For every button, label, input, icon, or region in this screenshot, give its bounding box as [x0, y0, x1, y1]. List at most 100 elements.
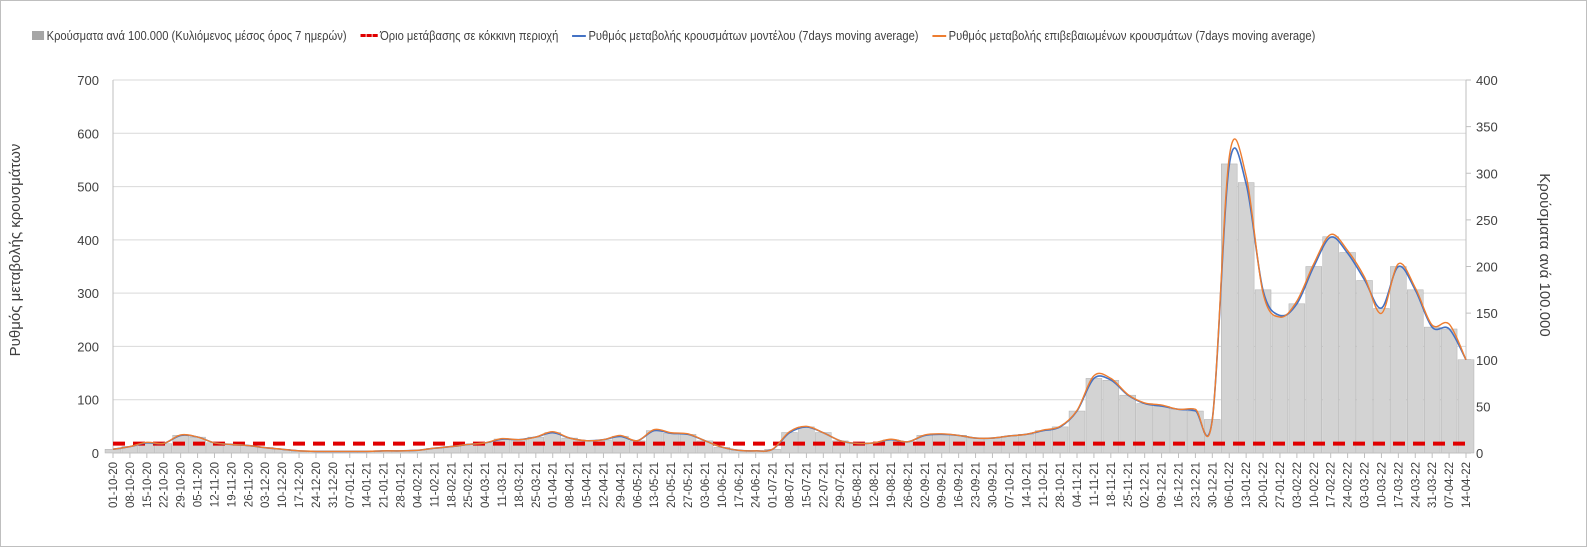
- y-left-tick-label: 600: [77, 126, 99, 141]
- x-tick-label: 03-06-21: [700, 462, 712, 508]
- x-tick-label: 04-11-21: [1072, 462, 1084, 507]
- x-tick-label: 29-04-21: [615, 462, 627, 508]
- x-tick-label: 21-01-21: [379, 462, 391, 508]
- x-tick-label: 14-04-22: [1461, 462, 1473, 508]
- y-left-tick-label: 500: [77, 180, 99, 195]
- legend-swatch-dash: [360, 34, 378, 37]
- x-tick-label: 05-08-21: [852, 462, 864, 508]
- bar: [1440, 328, 1458, 454]
- legend-item-confirmed: Ρυθμός μεταβολής επιβεβαιωμένων κρουσμάτ…: [932, 28, 1315, 43]
- bar: [1457, 359, 1475, 454]
- x-tick-label: 05-11-20: [193, 462, 205, 507]
- x-tick-label: 04-02-21: [412, 462, 424, 508]
- x-tick-label: 07-10-21: [1004, 462, 1016, 508]
- x-tick-label: 03-12-20: [260, 462, 272, 508]
- x-tick-label: 10-03-22: [1376, 462, 1388, 508]
- bar: [223, 444, 240, 454]
- x-tick-label: 12-08-21: [869, 462, 881, 508]
- bar: [1390, 266, 1407, 454]
- legend-label: Όριο μετάβασης σε κόκκινη περιοχή: [380, 28, 559, 43]
- x-tick-label: 24-03-22: [1410, 462, 1422, 508]
- x-tick-label: 24-12-20: [311, 462, 323, 508]
- x-tick-label: 09-12-21: [1157, 462, 1169, 508]
- y-right-tick-label: 150: [1476, 306, 1498, 321]
- x-tick-label: 07-01-21: [345, 462, 357, 508]
- x-tick-label: 21-10-21: [1038, 462, 1050, 508]
- x-tick-label: 25-03-21: [531, 462, 543, 508]
- x-tick-label: 16-12-21: [1173, 462, 1185, 508]
- x-tick-label: 06-01-22: [1224, 462, 1236, 508]
- bar: [1254, 289, 1272, 454]
- x-tick-label: 29-07-21: [835, 462, 847, 508]
- legend-item-model: Ρυθμός μεταβολής κρουσμάτων μοντέλου (7d…: [572, 28, 919, 43]
- x-tick-label: 14-01-21: [362, 462, 374, 508]
- y-left-tick-label: 200: [77, 339, 99, 354]
- bar: [1288, 303, 1306, 454]
- x-tick-label: 28-10-21: [1055, 462, 1067, 508]
- y-left-tick-label: 400: [77, 233, 99, 248]
- x-tick-label: 08-07-21: [785, 462, 797, 508]
- y-right-tick-label: 350: [1476, 120, 1498, 135]
- legend-item-cases: Κρούσματα ανά 100.000 (Κυλιόμενος μέσος …: [32, 28, 347, 43]
- x-tick-label: 17-12-20: [294, 462, 306, 508]
- bar: [798, 426, 815, 454]
- x-tick-label: 15-07-21: [801, 462, 813, 508]
- x-tick-label: 27-05-21: [683, 462, 695, 508]
- x-tick-label: 20-05-21: [666, 462, 678, 508]
- legend-label: Ρυθμός μεταβολής επιβεβαιωμένων κρουσμάτ…: [948, 28, 1316, 43]
- x-tick-label: 22-10-20: [159, 462, 171, 508]
- bar: [1237, 182, 1255, 454]
- x-tick-label: 14-10-21: [1021, 462, 1033, 508]
- bar: [104, 449, 122, 454]
- x-tick-label: 30-12-21: [1207, 462, 1219, 508]
- x-tick-label: 11-11-21: [1089, 462, 1101, 506]
- x-tick-label: 03-03-22: [1360, 462, 1372, 508]
- bar: [1407, 289, 1424, 454]
- x-tick-label: 30-09-21: [987, 462, 999, 508]
- legend-label: Ρυθμός μεταβολής κρουσμάτων μοντέλου (7d…: [588, 28, 919, 43]
- y-right-tick-label: 250: [1476, 213, 1498, 228]
- x-tick-label: 26-08-21: [903, 462, 915, 508]
- x-tick-label: 17-02-22: [1326, 462, 1338, 508]
- bar: [1339, 252, 1356, 454]
- x-tick-label: 07-04-22: [1444, 462, 1456, 508]
- x-tick-label: 10-06-21: [717, 462, 729, 508]
- x-tick-label: 18-11-21: [1106, 462, 1118, 507]
- x-tick-label: 18-02-21: [446, 462, 458, 508]
- bar: [1423, 326, 1441, 454]
- legend: Κρούσματα ανά 100.000 (Κυλιόμενος μέσος …: [32, 28, 1315, 43]
- x-tick-label: 08-04-21: [565, 462, 577, 508]
- confirmed-rate-line: [112, 138, 1467, 453]
- x-tick-label: 06-05-21: [632, 462, 644, 508]
- x-tick-label: 23-12-21: [1190, 462, 1202, 508]
- x-tick-label: 11-02-21: [429, 462, 441, 507]
- bar: [1153, 406, 1170, 454]
- legend-swatch-line: [932, 34, 947, 37]
- bar: [1322, 236, 1339, 454]
- bar: [1305, 266, 1322, 454]
- x-tick-label: 17-03-22: [1393, 462, 1405, 508]
- bar: [1271, 314, 1289, 454]
- x-tick-label: 25-11-21: [1123, 462, 1135, 507]
- bar: [1221, 163, 1238, 454]
- x-tick-label: 13-05-21: [649, 462, 661, 508]
- x-tick-label: 22-07-21: [818, 462, 830, 508]
- x-tick-label: 09-09-21: [937, 462, 949, 508]
- y-axis-right-title: Κρούσματα ανά 100.000: [1536, 173, 1553, 336]
- x-tick-label: 10-02-22: [1309, 462, 1321, 508]
- x-tick-label: 17-06-21: [734, 462, 746, 508]
- x-tick-label: 29-10-20: [176, 462, 188, 508]
- x-tick-label: 26-11-20: [243, 462, 255, 507]
- legend-swatch-bar: [32, 31, 45, 40]
- x-tick-label: 08-10-20: [125, 462, 137, 508]
- x-tick-label: 03-02-22: [1292, 462, 1304, 508]
- x-tick-label: 19-11-20: [226, 462, 238, 507]
- legend-label: Κρούσματα ανά 100.000 (Κυλιόμενος μέσος …: [46, 28, 347, 43]
- bar: [1373, 308, 1390, 454]
- x-tick-label: 11-03-21: [497, 462, 509, 507]
- bar: [1356, 280, 1373, 454]
- x-tick-label: 18-03-21: [514, 462, 526, 508]
- x-tick-label: 24-02-22: [1343, 462, 1355, 508]
- x-tick-label: 19-08-21: [886, 462, 898, 508]
